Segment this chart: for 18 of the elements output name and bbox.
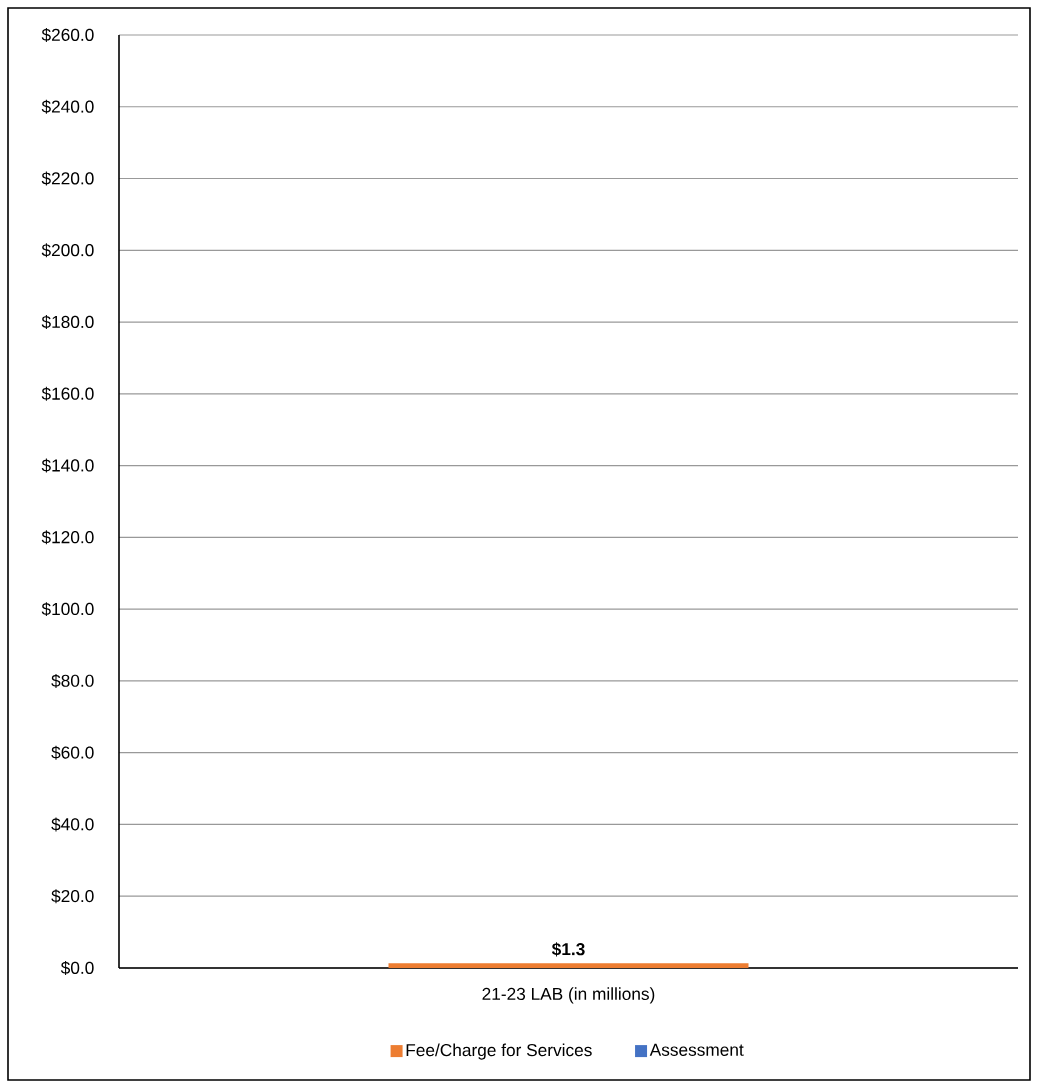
y-tick-label: $220.0 xyxy=(41,171,94,186)
y-tick-label: $260.0 xyxy=(41,27,94,42)
y-tick-label: $120.0 xyxy=(41,530,94,545)
y-tick-label: $60.0 xyxy=(51,745,94,760)
x-tick-label: 21-23 LAB (in millions) xyxy=(482,987,655,1004)
y-tick-label: $100.0 xyxy=(41,602,94,617)
y-tick-label: $20.0 xyxy=(51,889,94,904)
y-tick-label: $160.0 xyxy=(41,386,94,401)
y-tick-label: $80.0 xyxy=(51,673,94,688)
y-tick-label: $200.0 xyxy=(41,243,94,258)
y-tick-label: $0.0 xyxy=(60,960,94,975)
y-tick-label: $240.0 xyxy=(41,99,94,114)
y-tick-label: $140.0 xyxy=(41,458,94,473)
legend-label: Fee/Charge for Services xyxy=(406,1043,592,1060)
y-tick-label: $40.0 xyxy=(51,817,94,832)
data-label: $1.3 xyxy=(551,942,585,957)
y-tick-label: $180.0 xyxy=(41,315,94,330)
legend-label: Assessment xyxy=(649,1043,744,1056)
